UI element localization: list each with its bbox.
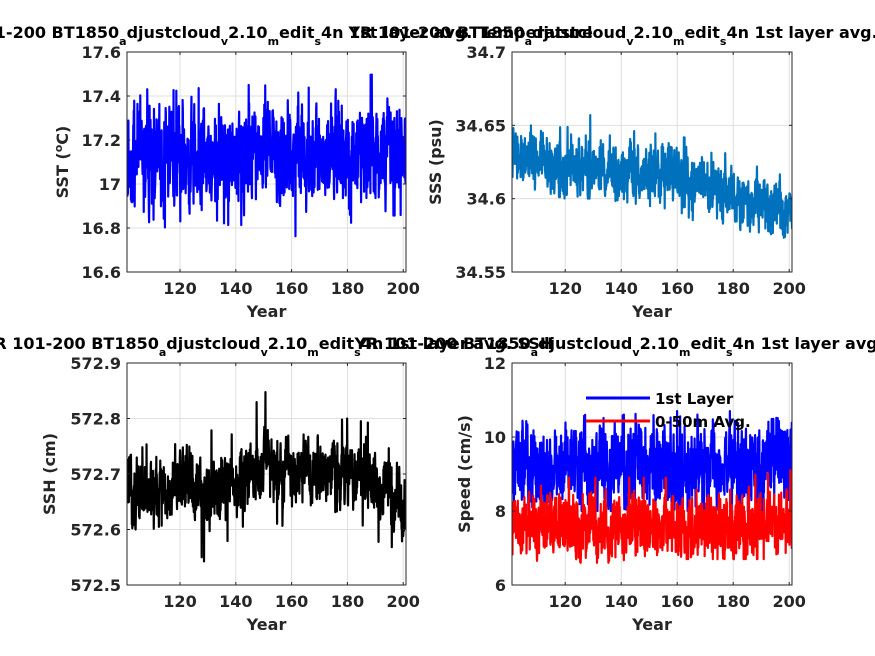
chart-panel-1: 120 140 160 180 200 16.6 16.8 17 17.2 17.4 17.6 Yea… <box>0 23 593 321</box>
series-line-2 <box>512 469 792 564</box>
x-tick-label: 180 <box>331 279 364 298</box>
series-line-1 <box>512 114 792 239</box>
y-tick-label: 17 <box>99 175 121 194</box>
axes-box <box>511 51 793 273</box>
x-axis-label: Year <box>631 615 672 634</box>
x-tick-label: 140 <box>219 279 252 298</box>
x-axis-label: Year <box>246 302 287 321</box>
y-tick-label: 572.8 <box>70 410 121 429</box>
y-tick-label: 34.55 <box>455 263 506 282</box>
y-axis-label: Speed (cm/s) <box>455 415 474 533</box>
x-tick-label: 120 <box>163 279 196 298</box>
chart-title: YR 101-200 BT1850adjustcloudv2.10medits4… <box>354 334 875 359</box>
x-tick-label: 180 <box>716 592 749 611</box>
y-axis-label: SST (oC) <box>52 126 73 199</box>
y-tick-label: 34.7 <box>467 43 506 62</box>
axes-box <box>126 51 407 273</box>
y-tick-label: 572.5 <box>70 576 121 595</box>
series-line-1 <box>127 391 406 563</box>
legend: 1st Layer 0-50m Avg. <box>586 390 751 431</box>
y-tick-label: 572.7 <box>70 465 121 484</box>
chart-title: YR 101-200 BT1850adjustcloudv2.10medits4… <box>347 23 875 48</box>
x-tick-label: 140 <box>604 592 637 611</box>
y-tick-label: 572.9 <box>70 354 121 373</box>
x-tick-label: 180 <box>716 279 749 298</box>
y-tick-label: 16.6 <box>82 263 121 282</box>
y-axis-label: SSH (cm) <box>40 433 59 515</box>
y-tick-label: 34.6 <box>467 190 506 209</box>
legend-label: 0-50m Avg. <box>655 413 751 431</box>
x-tick-label: 120 <box>548 592 581 611</box>
y-axis-label: SSS (psu) <box>426 119 445 205</box>
series-line-1 <box>512 410 792 513</box>
y-tick-label: 12 <box>484 354 506 373</box>
y-tick-label: 572.6 <box>70 521 121 540</box>
x-tick-label: 140 <box>604 279 637 298</box>
x-tick-label: 160 <box>275 592 308 611</box>
x-tick-label: 160 <box>660 279 693 298</box>
legend-label: 1st Layer <box>655 390 734 408</box>
y-tick-label: 10 <box>484 428 506 447</box>
chart-panel-4: 120 140 160 180 200 6 8 10 12 Year Speed (cm/s) YR … <box>354 334 875 634</box>
axes-box <box>511 362 793 586</box>
x-tick-label: 200 <box>387 279 420 298</box>
x-tick-label: 140 <box>219 592 252 611</box>
y-tick-label: 16.8 <box>82 219 121 238</box>
y-tick-label: 34.65 <box>455 116 506 135</box>
x-tick-label: 120 <box>548 279 581 298</box>
chart-title: YR 101-200 BT1850adjustcloudv2.10medits4… <box>0 334 553 359</box>
x-tick-label: 160 <box>275 279 308 298</box>
x-tick-label: 200 <box>772 592 805 611</box>
x-tick-label: 120 <box>163 592 196 611</box>
x-tick-label: 200 <box>387 592 420 611</box>
y-tick-label: 8 <box>495 502 506 521</box>
series-line-1 <box>127 73 406 238</box>
y-tick-label: 6 <box>495 576 506 595</box>
y-tick-label: 17.2 <box>82 131 121 150</box>
y-tick-label: 17.4 <box>82 87 121 106</box>
x-tick-label: 160 <box>660 592 693 611</box>
x-tick-label: 200 <box>772 279 805 298</box>
x-axis-label: Year <box>631 302 672 321</box>
x-tick-label: 180 <box>331 592 364 611</box>
chart-panel-3: 120 140 160 180 200 572.5 572.6 572.7 572.8 572.9… <box>0 334 553 634</box>
x-axis-label: Year <box>246 615 287 634</box>
chart-title: YR 101-200 BT1850adjustcloudv2.10medits4… <box>0 23 593 48</box>
y-tick-label: 17.6 <box>82 43 121 62</box>
chart-panel-2: 120 140 160 180 200 34.55 34.6 34.65 34.7 Year SSS… <box>347 23 875 321</box>
